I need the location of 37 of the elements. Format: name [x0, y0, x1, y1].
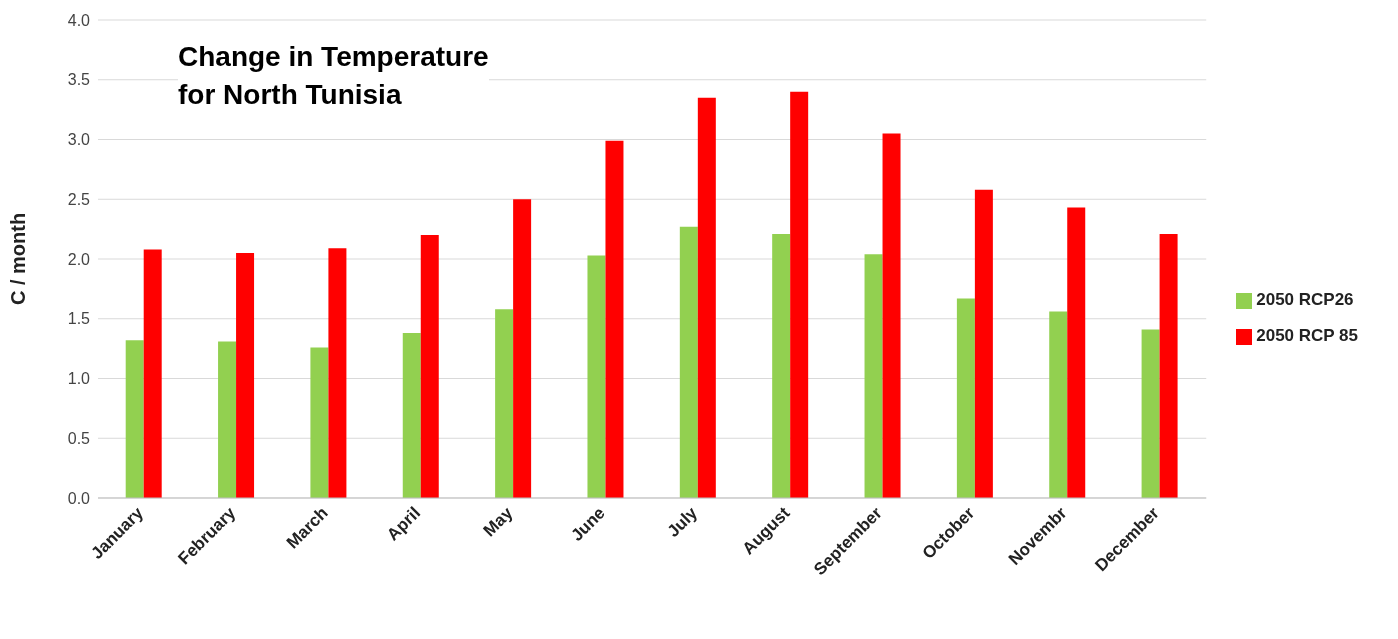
bar — [772, 233, 791, 498]
y-tick-label: 4.0 — [67, 11, 91, 29]
bar — [790, 91, 809, 498]
bar — [420, 235, 439, 498]
y-tick-label: 2.0 — [67, 250, 91, 268]
bar — [864, 254, 883, 498]
bar — [143, 249, 162, 498]
legend-label: 2050 RCP 85 — [1256, 326, 1358, 345]
bar — [218, 341, 237, 498]
y-tick-label: 0.0 — [67, 489, 91, 507]
y-axis-title: C / month — [7, 212, 30, 306]
bar — [587, 255, 606, 498]
bar — [1141, 329, 1160, 498]
bar — [513, 199, 532, 498]
bar — [882, 133, 901, 498]
y-tick-label: 3.0 — [67, 131, 91, 149]
bar — [956, 298, 975, 498]
bar — [1049, 311, 1068, 498]
bar — [125, 340, 144, 498]
bar — [697, 97, 716, 498]
bar — [402, 333, 421, 498]
bar — [679, 226, 698, 498]
y-tick-label: 0.5 — [67, 429, 91, 447]
y-tick-label: 3.5 — [67, 71, 91, 89]
bar — [605, 140, 624, 498]
legend-label: 2050 RCP26 — [1256, 290, 1354, 309]
bar — [328, 248, 347, 498]
bar — [1067, 207, 1086, 498]
y-tick-label: 2.5 — [67, 190, 91, 208]
bar — [1159, 233, 1178, 498]
bar — [236, 253, 255, 498]
bar — [495, 309, 514, 498]
text: Change in Temperature for North Tunisia — [178, 38, 489, 114]
bar — [310, 347, 329, 498]
bar — [974, 189, 993, 498]
y-tick-label: 1.0 — [67, 370, 91, 388]
y-tick-label: 1.5 — [67, 310, 91, 328]
